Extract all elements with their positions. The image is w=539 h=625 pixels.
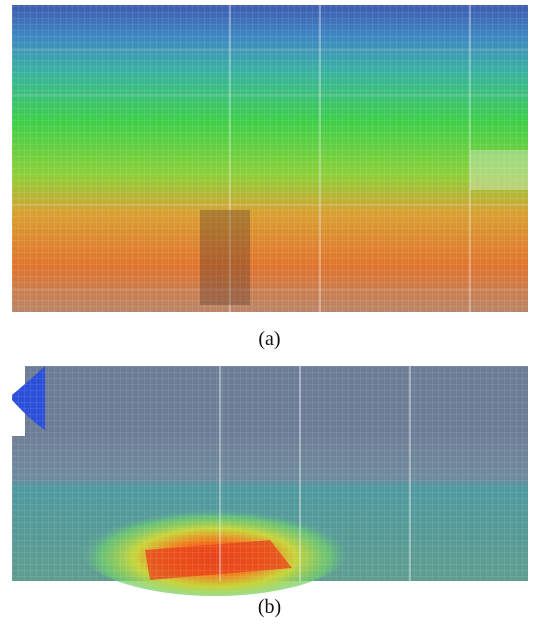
panel-a-image [12, 5, 528, 312]
panel-label: (b) [0, 596, 539, 619]
panel-b-image [12, 366, 528, 596]
panel-label: (a) [0, 328, 539, 351]
figure-images [0, 0, 539, 625]
figure: (a) (b) [0, 0, 539, 625]
